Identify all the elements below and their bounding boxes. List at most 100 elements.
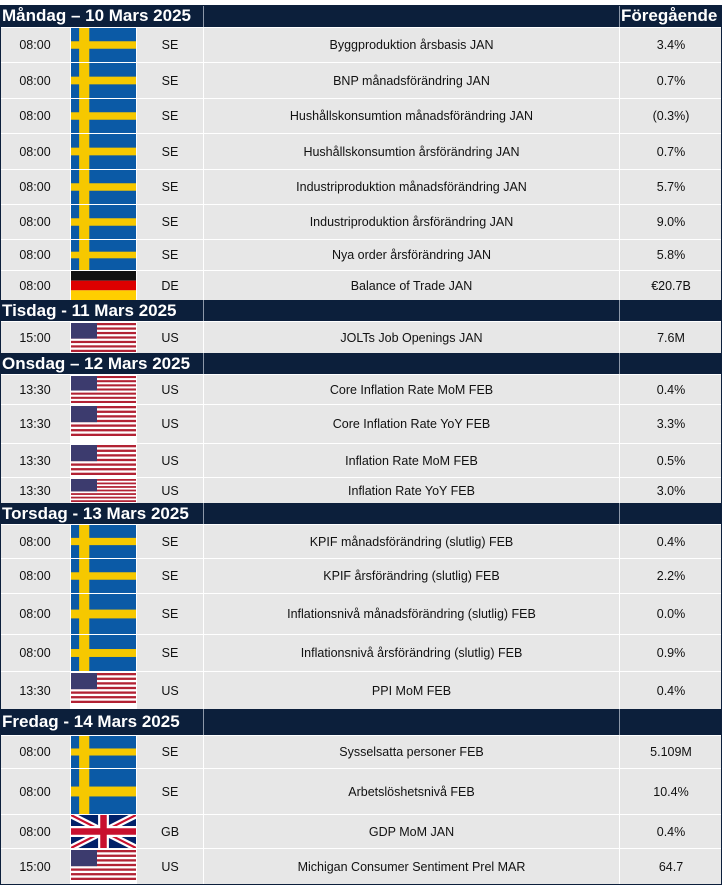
previous-cell: 3.3% [620,405,722,443]
previous: 5.7% [656,180,686,194]
time: 08:00 [19,109,51,123]
country-cell: SE [137,736,203,768]
day-header: Tisdag - 11 Mars 2025 [0,300,722,321]
previous-cell: 0.4% [620,672,722,709]
event: Hushållskonsumtion årsförändring JAN [303,144,520,159]
event-row: 08:00 SE Industriproduktion årsförändring … [0,204,722,239]
previous: 5.8% [656,248,686,262]
time: 13:30 [19,382,51,397]
event-cell: Inflationsnivå månadsförändring (slutlig… [204,594,619,634]
separator [619,353,620,374]
country: SE [161,38,179,52]
previous: 0.4% [656,382,686,397]
column-header: Föregående [621,6,718,25]
previous-cell: 0.5% [620,444,722,477]
country: US [161,382,179,397]
event-cell: KPIF årsförändring (slutlig) FEB [204,559,619,593]
previous-cell: 0.7% [620,63,722,98]
country: SE [161,215,179,229]
event-row: 15:00 US JOLTs Job Openings JAN 7.6M [0,321,722,353]
event-cell: GDP MoM JAN [204,815,619,848]
flag [71,594,136,634]
flag [71,673,136,703]
previous-cell: €20.7B [620,271,722,300]
previous: 10.4% [653,784,689,799]
previous-cell: 7.6M [620,322,722,353]
flag [71,850,136,880]
event: Core Inflation Rate YoY FEB [332,417,491,431]
country-cell: SE [137,99,203,133]
country: SE [161,73,179,88]
country: GB [160,824,180,839]
event-cell: Core Inflation Rate MoM FEB [204,375,619,404]
country-cell: US [137,375,203,404]
event-cell: PPI MoM FEB [204,672,619,709]
country-cell: SE [137,769,203,814]
previous-cell: 0.9% [620,635,722,671]
previous: 0.4% [656,683,686,698]
country: SE [161,646,179,660]
country-cell: US [137,849,203,884]
time: 08:00 [19,534,51,549]
previous-cell: 3.4% [620,28,722,62]
event: Inflationsnivå månadsförändring (slutlig… [287,607,536,621]
time-cell: 08:00 [0,28,70,62]
time: 08:00 [19,144,51,159]
previous: €20.7B [651,278,691,293]
event: Nya order årsförändring JAN [331,248,492,262]
country: SE [161,109,179,123]
flag [71,635,136,671]
time: 13:30 [19,417,51,431]
flag [71,769,136,814]
country: US [161,417,179,431]
event-row: 08:00 SE Byggproduktion årsbasis JAN 3.4% [0,27,722,62]
event-cell: Sysselsatta personer FEB [204,736,619,768]
previous-cell: 5.8% [620,240,722,270]
time: 08:00 [19,784,51,799]
flag [71,376,136,403]
event: JOLTs Job Openings JAN [340,330,483,345]
flag [71,323,136,352]
event-row: 08:00 SE Industriproduktion månadsförändri… [0,169,722,204]
time: 08:00 [19,73,51,88]
time-cell: 08:00 [0,769,70,814]
previous: 5.109M [650,745,692,759]
previous-cell: 2.2% [620,559,722,593]
time: 08:00 [19,180,51,194]
previous: 3.3% [656,417,686,431]
day-title: Onsdag – 12 Mars 2025 [2,353,191,373]
previous: 0.7% [656,144,686,159]
time: 08:00 [19,278,51,293]
flag [71,240,136,270]
previous: 3.0% [656,483,686,498]
time: 13:30 [19,683,51,698]
time: 08:00 [19,248,51,262]
event-row: 08:00 SE BNP månadsförändring JAN 0.7% [0,62,722,98]
previous-cell: 0.0% [620,594,722,634]
event: PPI MoM FEB [371,683,452,698]
separator [619,503,620,524]
event-cell: Inflation Rate MoM FEB [204,444,619,477]
previous: 64.7 [658,859,684,874]
time-cell: 08:00 [0,134,70,169]
country: SE [161,784,179,799]
day-header: Onsdag – 12 Mars 2025 [0,353,722,374]
flag [71,445,136,475]
event: Inflationsnivå årsförändring (slutlig) F… [300,646,523,660]
event: KPIF månadsförändring (slutlig) FEB [309,534,514,549]
event-cell: Inflationsnivå årsförändring (slutlig) F… [204,635,619,671]
event: Inflation Rate YoY FEB [348,483,475,498]
flag [71,736,136,768]
time: 08:00 [19,38,51,52]
event-row: 08:00 SE Hushållskonsumtion årsförändring … [0,133,722,169]
country: SE [161,180,179,194]
country-cell: US [137,478,203,503]
previous: 0.4% [656,534,686,549]
time: 08:00 [19,569,51,583]
event-row: 08:00 SE Sysselsatta personer FEB 5.109M [0,735,722,768]
event-row: 08:00 SE Inflationsnivå månadsförändring (… [0,593,722,634]
previous: 9.0% [656,215,686,229]
country-cell: GB [137,815,203,848]
event-cell: Inflation Rate YoY FEB [204,478,619,503]
day-header: Måndag – 10 Mars 2025 Föregående [0,5,722,27]
